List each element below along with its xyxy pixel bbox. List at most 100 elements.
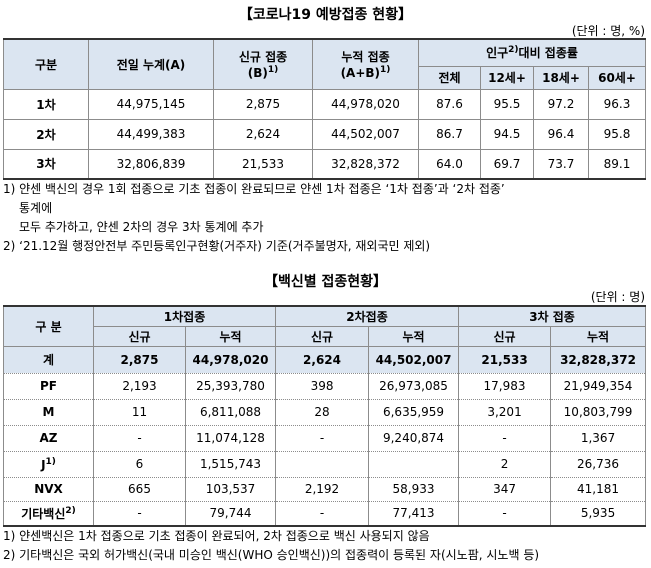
cell-value: 6 [135, 457, 144, 471]
note: 2) ‘21.12월 행정안전부 주민등록인구현황(거주자) 기준(거주불명자,… [3, 239, 431, 253]
cell-value: 2,193 [122, 379, 157, 393]
header-cell: 전체 [418, 65, 481, 90]
row-label-cell: 기타백신2) [3, 500, 94, 527]
data-cell: 79,744 [184, 500, 277, 527]
data-cell: 26,973,085 [368, 372, 460, 400]
vaccination-table: 구분 전일 누계(A) 신규 접종 (B)1) 누적 접종 (A+B)1) 인구2)… [3, 38, 646, 180]
table-row: M 11 6,811,088 28 6,635,959 3,201 10,803,799 [3, 398, 647, 426]
header-cell: 누적 [184, 325, 277, 347]
cell-value: 2 [500, 457, 509, 471]
cell-value: 6,635,959 [382, 405, 445, 419]
row-label-cell: 계 [3, 345, 94, 374]
data-cell: 32,828,372 [312, 148, 419, 180]
cell-value: - [319, 506, 325, 521]
cell-value: 9,240,874 [382, 431, 445, 445]
data-cell [275, 450, 370, 478]
cell-value: 44,502,007 [331, 127, 400, 141]
header-cell: 12세+ [480, 65, 534, 90]
row-label: 기타백신 [21, 506, 66, 521]
row-label-cell: M [3, 398, 94, 426]
header-cell: 누적 접종 (A+B)1) [312, 38, 419, 90]
row-label: J [41, 457, 46, 472]
cell-value: 95.8 [603, 127, 631, 141]
header-text: 1차접종 [163, 309, 206, 324]
note: 모두 추가하고, 얀센 2차의 경우 3차 통계에 추가 [19, 220, 264, 234]
table-row: 기타백신2) - 79,744 - 77,413 - 5,935 [3, 500, 647, 527]
data-cell: 21,533 [458, 345, 552, 374]
data-cell: 2,875 [213, 88, 313, 120]
vaccine-table: 구 분 1차접종 2차접종 3차 접종 신규 누적 신규 누적 신규 누적 계 2,875 44,… [3, 305, 647, 527]
data-cell: 26,736 [550, 450, 647, 478]
data-cell: 17,983 [458, 372, 552, 400]
row-label-cell: PF [3, 372, 94, 400]
data-cell: - [458, 424, 552, 452]
data-cell: 89.1 [588, 148, 646, 180]
data-cell: 44,499,383 [88, 118, 214, 150]
data-cell: 97.2 [533, 88, 589, 120]
row-label-cell: 1차 [3, 88, 89, 120]
header-cell: 신규 [93, 325, 186, 347]
cell-value: 21,533 [242, 156, 284, 171]
data-cell: 2,192 [275, 476, 370, 502]
data-cell: 347 [458, 476, 552, 502]
header-text: 대비 접종률 [518, 46, 578, 61]
data-cell: 1,367 [550, 424, 647, 452]
cell-value: 10,803,799 [563, 405, 633, 419]
cell-value: 398 [310, 379, 334, 393]
data-cell: 1,515,743 [184, 450, 277, 478]
cell-value: 26,736 [577, 457, 620, 471]
cell-value: 64.0 [436, 156, 463, 171]
data-cell: 21,533 [213, 148, 313, 180]
header-cell: 구분 [3, 38, 89, 90]
header-cell: 18세+ [533, 65, 589, 90]
header-text: 신규 [310, 329, 334, 344]
data-cell: 86.7 [418, 118, 481, 150]
cell-value: 44,502,007 [375, 352, 452, 367]
table-row: NVX 665 103,537 2,192 58,933 347 41,181 [3, 476, 647, 502]
header-text: 누적 [219, 329, 242, 344]
cell-value: 2,875 [245, 97, 281, 111]
data-cell: 96.4 [533, 118, 589, 150]
header-cell: 1차접종 [92, 305, 277, 327]
header-text: 신규 [493, 329, 516, 344]
cell-value: 347 [493, 482, 516, 496]
footnote-mark: 1) [380, 65, 391, 76]
table-row: 1차 44,975,145 2,875 44,978,020 87.6 95.5 97.2 9… [3, 88, 646, 120]
data-cell: 3,201 [458, 398, 552, 426]
unit: (단위 : 명, %) [571, 24, 645, 38]
note: 1) 얀센백신은 1차 접종으로 기초 접종이 완료되어, 2차 접종으로 백신… [3, 529, 430, 543]
header-text: 60세+ [598, 71, 636, 85]
header-text: 누적 [586, 329, 610, 344]
header-cell: 3차 접종 [458, 305, 647, 327]
note: 1) 얀센 백신의 경우 1회 접종으로 기초 접종이 완료되므로 얀센 1차 … [3, 182, 505, 196]
note: 2) 기타백신은 국외 허가백신(국내 미승인 백신(WHO 승인백신))의 접… [3, 548, 540, 562]
header-text: 전일 누계(A) [116, 57, 186, 72]
data-cell: 6,635,959 [368, 398, 460, 426]
cell-value: 95.5 [493, 97, 521, 111]
cell-value: 5,935 [580, 506, 616, 521]
cell-value: 2,624 [303, 352, 341, 367]
header-cell: 60세+ [588, 65, 646, 90]
cell-value: 11 [131, 405, 148, 419]
footnote-mark: 1) [267, 65, 279, 76]
footnote-mark: 2) [508, 45, 519, 56]
header-text: 구 분 [35, 319, 62, 334]
data-cell: 44,978,020 [184, 345, 277, 374]
header-text: 3차 접종 [529, 309, 575, 324]
header-text: 2차접종 [346, 309, 388, 324]
data-cell: 2,875 [93, 345, 186, 374]
table-row: 3차 32,806,839 21,533 32,828,372 64.0 69.7 73.7… [3, 148, 646, 180]
cell-value: 44,978,020 [192, 352, 269, 367]
table-row: J1) 6 1,515,743 2 26,736 [3, 450, 647, 478]
header-text: (A+B) [340, 66, 381, 81]
cell-value: 32,806,839 [116, 156, 186, 171]
data-cell: 95.8 [588, 118, 646, 150]
data-cell: 94.5 [480, 118, 534, 150]
data-cell: 69.7 [480, 148, 534, 180]
data-cell: - [93, 500, 186, 527]
title: 【백신별 접종현황】 [263, 274, 388, 290]
data-cell: 11,074,128 [184, 424, 277, 452]
data-cell: 2,624 [213, 118, 313, 150]
data-cell: 58,933 [368, 476, 460, 502]
